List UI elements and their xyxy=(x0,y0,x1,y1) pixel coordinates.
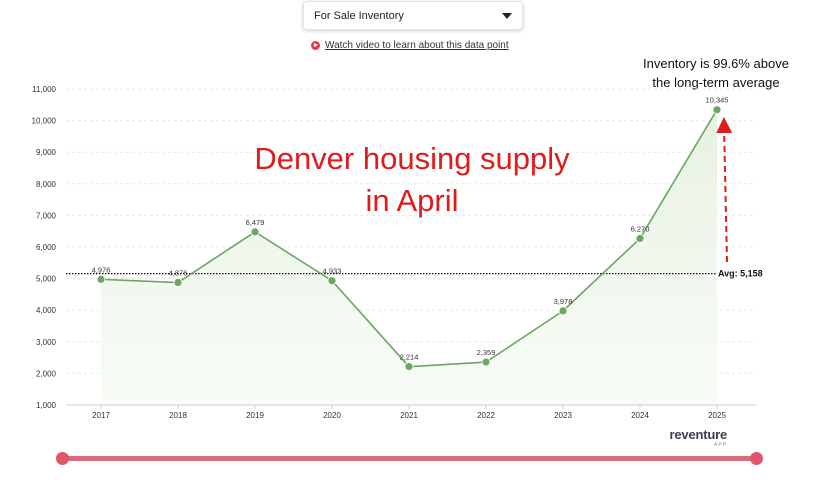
y-tick-label: 4,000 xyxy=(36,306,57,315)
x-tick-label: 2022 xyxy=(477,411,495,420)
data-point[interactable] xyxy=(173,278,183,287)
y-tick-label: 7,000 xyxy=(36,211,57,220)
reventure-logo: reventure APP xyxy=(667,427,728,449)
y-tick-label: 2,000 xyxy=(36,369,57,378)
data-label: 4,876 xyxy=(169,269,188,278)
data-label: 4,976 xyxy=(92,265,111,274)
timeline-slider-handle-start[interactable] xyxy=(56,452,69,465)
y-tick-label: 1,000 xyxy=(36,401,57,410)
overlay-title-line-2: in April xyxy=(365,183,459,218)
y-tick-label: 9,000 xyxy=(36,148,57,157)
inventory-annotation: Inventory is 99.6% above the long-term a… xyxy=(626,54,806,92)
x-tick-label: 2024 xyxy=(631,411,649,420)
average-label: Avg: 5,158 xyxy=(718,269,763,279)
brand-name: reventure xyxy=(669,427,728,442)
brand-sub: APP xyxy=(713,442,727,448)
data-label: 2,214 xyxy=(400,353,419,362)
x-tick-label: 2020 xyxy=(323,411,341,420)
y-tick-label: 3,000 xyxy=(36,338,57,347)
data-point[interactable] xyxy=(96,274,106,284)
data-point[interactable] xyxy=(635,234,645,243)
y-tick-label: 11,000 xyxy=(32,85,56,94)
y-tick-label: 10,000 xyxy=(32,117,57,126)
data-point[interactable] xyxy=(712,105,722,115)
timeline-slider-handle-end[interactable] xyxy=(750,452,763,465)
metric-dropdown[interactable]: For Sale Inventory xyxy=(303,1,523,30)
watch-video-link[interactable]: Watch video to learn about this data poi… xyxy=(311,40,509,51)
data-label: 6,479 xyxy=(246,218,265,227)
x-tick-label: 2018 xyxy=(169,411,187,420)
data-point[interactable] xyxy=(327,276,337,286)
data-label: 3,978 xyxy=(554,297,573,306)
y-tick-label: 6,000 xyxy=(36,243,57,252)
annotation-line-1: Inventory is 99.6% above xyxy=(643,56,789,71)
annotation-arrow xyxy=(716,117,733,263)
data-point[interactable] xyxy=(558,306,568,316)
dropdown-selected-value: For Sale Inventory xyxy=(314,9,404,22)
overlay-title-line-1: Denver housing supply xyxy=(254,141,570,176)
data-point[interactable] xyxy=(481,357,491,367)
data-label: 2,359 xyxy=(477,348,496,357)
play-circle-icon xyxy=(311,41,320,50)
x-tick-label: 2019 xyxy=(246,411,264,420)
overlay-title: Denver housing supply in April xyxy=(212,138,612,222)
y-tick-label: 8,000 xyxy=(36,180,57,189)
x-tick-label: 2017 xyxy=(92,411,110,420)
data-point[interactable] xyxy=(250,227,260,237)
x-tick-label: 2023 xyxy=(554,411,572,420)
data-label: 4,933 xyxy=(323,267,342,276)
caret-down-icon xyxy=(502,12,512,19)
watch-video-label: Watch video to learn about this data poi… xyxy=(325,40,509,51)
annotation-line-2: the long-term average xyxy=(652,75,780,90)
data-label: 10,345 xyxy=(706,96,729,105)
x-tick-label: 2021 xyxy=(400,411,418,420)
series-area xyxy=(101,109,717,405)
y-tick-label: 5,000 xyxy=(36,275,57,284)
data-label: 6,270 xyxy=(631,224,650,233)
timeline-slider-track[interactable] xyxy=(62,456,756,461)
data-point[interactable] xyxy=(404,362,414,372)
x-tick-label: 2025 xyxy=(708,411,726,420)
